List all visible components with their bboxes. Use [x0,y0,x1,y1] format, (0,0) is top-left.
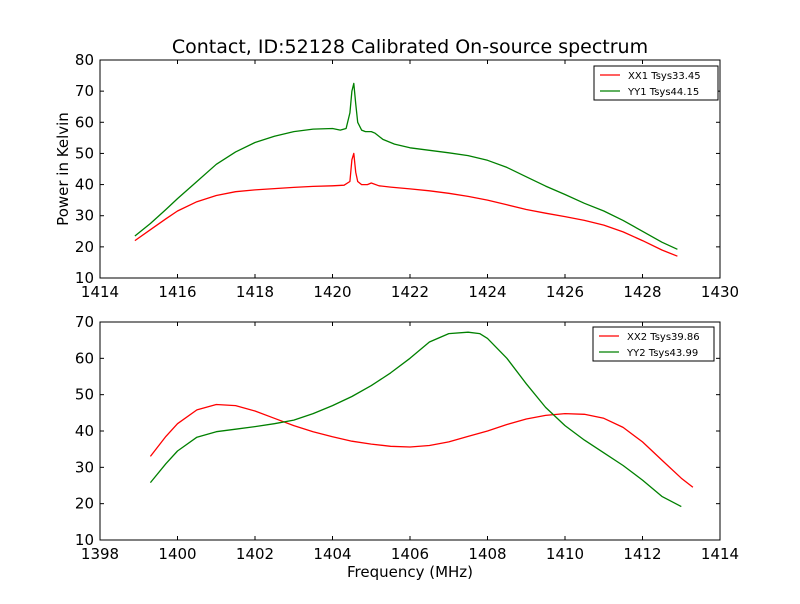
x-tick-label: 1414 [701,545,739,563]
x-tick-label: 1422 [391,283,429,301]
x-tick-label: 1402 [236,545,274,563]
y-tick-label: 60 [75,349,94,367]
y-axis-label: Power in Kelvin [54,112,72,226]
chart-title: Contact, ID:52128 Calibrated On-source s… [172,36,648,58]
y-tick-label: 50 [75,144,94,162]
legend-box [593,65,719,101]
plot-panel-2: 1398 1400 1402 1404 1406 1408 1410 1412 1414 10 20… [75,313,739,581]
y-tick-label: 10 [75,531,94,549]
legend-2: XX2 Tsys39.86 YY2 Tsys43.99 [592,326,715,362]
y-tick-label: 10 [75,269,94,287]
x-tick-label: 1414 [81,283,119,301]
y-tick-label: 40 [75,422,94,440]
plot-panel-1: 1414 1416 1418 1420 1422 1424 1426 1428 1430 10 20… [54,51,739,301]
y-tick-label: 60 [75,113,94,131]
x-tick-label: 1430 [701,283,739,301]
legend-1: XX1 Tsys33.45 YY1 Tsys44.15 [593,65,719,101]
x-tick-label: 1426 [546,283,584,301]
series-line-xx2 [149,403,694,488]
legend-label: XX2 Tsys39.86 [627,332,700,343]
legend-label: YY2 Tsys43.99 [626,348,698,359]
x-tick-label: 1404 [313,545,351,563]
y-tick-label: 30 [75,207,94,225]
y-tick-label: 70 [75,82,94,100]
x-tick-label: 1398 [81,545,119,563]
series-line-yy1 [134,82,678,250]
y-tick-label: 80 [75,51,94,69]
series-line-xx1 [134,152,678,257]
x-tick-label: 1420 [313,283,351,301]
x-tick-label: 1428 [623,283,661,301]
y-tick-label: 50 [75,386,94,404]
x-tick-label: 1410 [546,545,584,563]
legend-box [592,326,715,362]
series-line-yy2 [149,331,682,508]
x-tick-label: 1400 [158,545,196,563]
legend-label: YY1 Tsys44.15 [627,87,699,98]
x-tick-label: 1424 [468,283,506,301]
x-tick-label: 1406 [391,545,429,563]
y-tick-label: 30 [75,458,94,476]
y-tick-label: 40 [75,176,94,194]
y-tick-label: 20 [75,495,94,513]
x-tick-label: 1418 [236,283,274,301]
legend-label: XX1 Tsys33.45 [628,71,701,82]
y-tick-label: 20 [75,238,94,256]
y-tick-label: 70 [75,313,94,331]
x-axis-label: Frequency (MHz) [347,563,473,581]
x-tick-label: 1408 [468,545,506,563]
x-tick-label: 1412 [623,545,661,563]
x-tick-label: 1416 [158,283,196,301]
